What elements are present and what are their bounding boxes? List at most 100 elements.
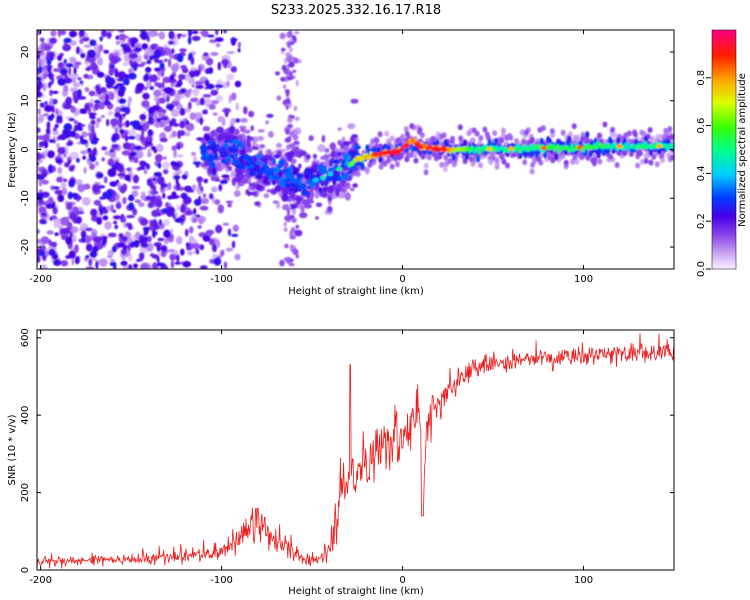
spectrogram-cell [123,77,130,86]
spectrogram-cell [68,66,72,76]
spectrogram-cell [329,142,337,150]
spectrogram-cell [110,204,114,213]
colorbar-step [712,103,736,107]
spectrogram-cell [197,225,202,229]
spectrogram-cell [183,185,193,192]
spectrogram-cell [478,162,483,169]
spectrogram-cell [221,174,230,179]
snr-y-tick-label: 0 [20,567,31,573]
spectrogram-cell [417,144,424,150]
spectrogram-cell [181,67,189,74]
spectrogram-cell [284,162,289,168]
spectrogram-cell [423,162,429,169]
colorbar: 0.0 0.2 0.4 0.6 0.8 Normalized spectral ampl… [696,29,748,277]
spectrogram-cell [215,224,223,234]
colorbar-step [712,139,736,143]
spectrogram-cell [102,235,107,245]
colorbar-step [712,77,736,81]
spectrogram-cell [41,179,49,185]
spectrogram-cell [288,263,295,267]
spectrogram-cell [439,161,445,168]
spectrogram-cell [158,31,166,40]
spectrogram-cell [87,49,96,59]
spectrogram-cell [291,35,296,41]
spectrogram-cell [643,158,649,164]
spectrogram-cell [221,55,231,61]
colorbar-step [712,63,736,67]
spectrogram-cell [42,113,50,117]
spectrogram-cell [295,254,300,259]
spectrogram-cell [107,249,115,257]
spectrogram-cell [262,176,269,185]
spectrogram-cell [504,134,510,141]
spectrogram-cell [457,146,461,152]
spectrogram-cell [435,139,440,147]
spectrogram-cell [232,139,241,145]
spectrogram-cell [193,69,201,77]
spectrogram-cell [420,153,426,160]
spectrogram-cell [255,184,263,191]
spectrogram-cell [85,243,93,252]
snr-y-tick-label: 400 [20,406,31,425]
spectrogram-cell [49,216,53,221]
spectrogram-cell [669,133,674,140]
spectrogram-cell [169,74,175,81]
spectrogram-cell [142,92,150,100]
spectrogram-cell [142,226,150,231]
colorbar-step [712,73,736,77]
spectrogram-cell [211,167,217,176]
spectrogram-cell [77,77,82,81]
spectrogram-cell [479,146,483,151]
spectrogram-cell [573,146,577,151]
spectrogram-cell [146,59,152,65]
colorbar-step [712,35,736,39]
spectrogram-cell [37,238,42,244]
spectrogram-cell [230,66,237,73]
spectrogram-cell [37,176,45,180]
spectrogram-cell [284,89,290,93]
spectrogram-cell [160,251,167,258]
colorbar-step [712,227,736,230]
spectrogram-cell [222,222,230,226]
spectrogram-cell [279,259,285,267]
spectrogram-cell [122,46,132,52]
spectrogram-cell [597,132,602,139]
spectrogram-cell [108,91,115,101]
spectrogram-cell [61,187,68,196]
spectrogram-cell [39,37,45,43]
spectrogram-cell [133,239,140,248]
spectrogram-cell [166,96,170,103]
spectrogram-cell [96,117,102,123]
spectrogram-cell [84,87,90,92]
spectrogram-cell [232,149,237,154]
colorbar-step [712,95,736,99]
spectrogram-cell [76,127,84,131]
spectrogram-cell [675,145,679,152]
spectrogram-cell [384,130,390,137]
colorbar-step [712,243,736,246]
colorbar-step [712,201,736,204]
spectrogram-cell [63,178,68,183]
spectrogram-cell [80,150,89,155]
spectrogram-cell [157,213,162,217]
spectrogram-cell [217,240,221,248]
spectrogram-cell [144,236,149,242]
colorbar-step [712,191,736,194]
spectrogram-cell [285,183,292,189]
colorbar-step [712,185,736,188]
spectrogram-cell [247,191,251,197]
spectrogram-cell [60,260,69,267]
spectrogram-cell [250,125,254,132]
spectrogram-x-tick-label: -100 [210,274,233,285]
spectrogram-cell [176,204,181,211]
spectrogram-cell [140,243,149,249]
spectrogram-cell [529,136,535,143]
spectrogram-cell [435,147,442,152]
spectrogram-cell [350,98,359,104]
spectrogram-cell [626,130,632,137]
spectrogram-cell [295,195,303,202]
spectrogram-cell [94,121,100,129]
spectrogram-cell [630,144,634,149]
spectrogram-cell [263,157,268,163]
spectrogram-cell [243,106,248,115]
